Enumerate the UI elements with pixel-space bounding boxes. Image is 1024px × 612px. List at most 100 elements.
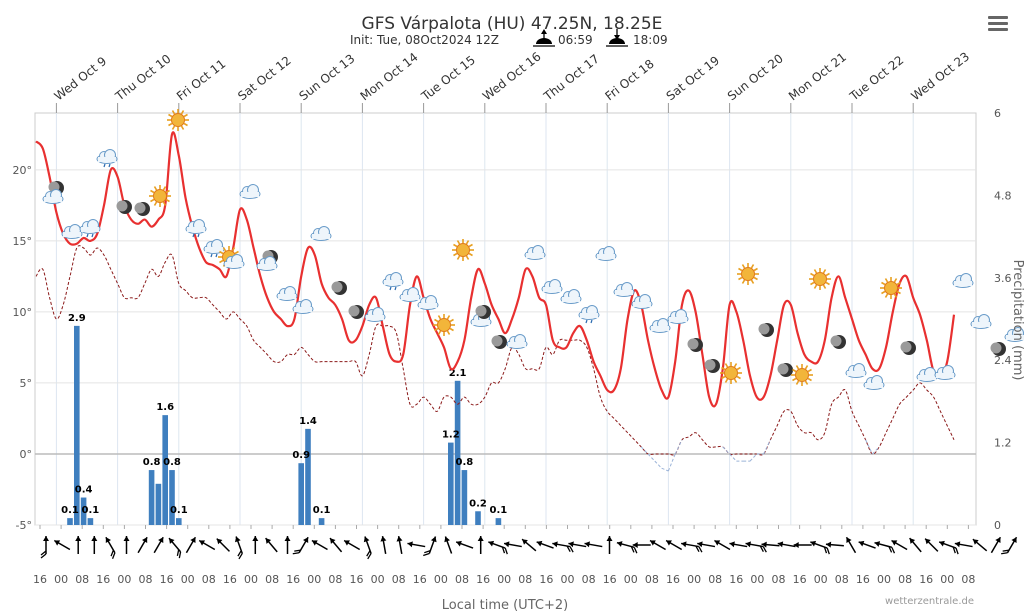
precip-bar-label: 0.8	[143, 457, 161, 468]
wind-arrow-icon	[777, 541, 796, 548]
cloud-icon	[649, 318, 671, 333]
precip-bar-label: 0.9	[292, 450, 310, 461]
day-labels: Wed Oct 9 Thu Oct 10 Fri Oct 11 Sat Oct 12 S…	[52, 49, 972, 104]
sun-icon	[809, 268, 831, 290]
x-tick-label: 16	[856, 573, 870, 586]
temp-tick-label: 15°	[13, 235, 33, 248]
sun-icon	[737, 263, 759, 285]
day-label: Thu Oct 17	[540, 52, 602, 104]
x-tick-label: 08	[518, 573, 532, 586]
day-label: Sat Oct 19	[664, 53, 723, 103]
x-tick-label: 08	[961, 573, 975, 586]
hamburger-menu-button[interactable]	[988, 16, 1008, 32]
day-label: Fri Oct 11	[174, 57, 228, 104]
wind-arrow-icon	[909, 537, 922, 553]
x-tick-label: 08	[139, 573, 153, 586]
precip-bar-label: 2.1	[449, 368, 467, 379]
x-tick-label: 08	[455, 573, 469, 586]
wind-arrow-icon	[185, 536, 197, 554]
wind-arrow-icon	[874, 541, 896, 554]
x-tick-label: 08	[835, 573, 849, 586]
sun-icon	[720, 362, 742, 384]
cloud-icon	[506, 334, 528, 349]
x-tick-label: 08	[75, 573, 89, 586]
cloud-icon	[417, 295, 439, 310]
wind-arrow-icon	[745, 541, 767, 553]
precip-bar-label: 2.9	[68, 313, 86, 324]
day-label: Tue Oct 15	[418, 53, 478, 104]
x-tick-label: 16	[33, 573, 47, 586]
precip-bar	[454, 380, 461, 525]
day-label: Fri Oct 18	[602, 57, 656, 104]
wind-arrow-icon	[552, 541, 574, 553]
wind-arrow-icon	[40, 536, 49, 559]
wind-arrow-icon	[53, 539, 71, 551]
wind-arrow-icon	[697, 541, 716, 548]
wind-arrow-icon	[329, 537, 343, 553]
wind-arrow-icon	[938, 540, 959, 555]
precip-tick-label: 2.4	[994, 354, 1012, 367]
x-tick-label: 00	[497, 573, 511, 586]
x-tick-label: 08	[708, 573, 722, 586]
wind-arrow-icon	[858, 540, 876, 549]
cloud-icon	[524, 245, 546, 260]
x-tick-label: 08	[772, 573, 786, 586]
x-tick-label: 16	[476, 573, 490, 586]
wind-arrow-icon	[292, 536, 309, 555]
wind-arrow-icon	[924, 538, 939, 552]
sunset-time: 18:09	[633, 33, 668, 47]
precip-bar-label: 0.1	[490, 505, 508, 516]
precip-bar	[80, 497, 87, 525]
day-label: Mon Oct 14	[358, 50, 421, 103]
wind-arrow-icon	[845, 536, 857, 554]
cloud-icon	[613, 282, 635, 297]
moon-icon	[900, 341, 916, 355]
day-label: Sun Oct 13	[296, 51, 357, 103]
wind-arrow-icon	[216, 538, 230, 552]
menu-bar-icon	[988, 28, 1008, 31]
day-label: Sun Oct 20	[725, 51, 786, 103]
sun-icon	[452, 239, 474, 261]
wind-arrow-icon	[423, 536, 437, 557]
x-tick-label: 08	[328, 573, 342, 586]
wind-arrow-icon	[729, 541, 748, 548]
x-tick-label: 08	[202, 573, 216, 586]
moon-icon	[134, 202, 150, 216]
x-tick-label: 00	[750, 573, 764, 586]
wind-arrow-icon	[793, 542, 812, 548]
precip-bar	[461, 470, 468, 525]
precip-bar-label: 1.2	[442, 430, 460, 441]
wind-arrow-icon	[75, 536, 82, 554]
wind-arrow-icon	[954, 541, 973, 548]
wind-arrow-icon	[761, 541, 780, 548]
cloud-icon	[952, 273, 974, 288]
temp-tick-label: 0°	[20, 448, 33, 461]
temp-tick-label: -5°	[16, 519, 32, 532]
wind-arrow-icon	[198, 539, 216, 551]
sun-icon	[149, 185, 171, 207]
x-tick-label: 00	[307, 573, 321, 586]
x-tick-label: 16	[413, 573, 427, 586]
precip-bar-label: 0.8	[163, 457, 181, 468]
wind-arrow-icon	[606, 536, 613, 554]
precip-bar	[169, 470, 175, 525]
rain-cloud-icon	[79, 219, 101, 238]
x-tick-label: 00	[181, 573, 195, 586]
sunrise-time: 06:59	[558, 33, 593, 47]
precip-bar-label: 0.1	[82, 505, 100, 516]
wind-arrow-icon	[105, 536, 116, 559]
moon-icon	[348, 305, 364, 319]
precip-bar-label: 0.8	[456, 457, 474, 468]
cloud-icon	[364, 307, 386, 322]
x-tick-label: 16	[666, 573, 680, 586]
wind-arrow-icon	[568, 541, 587, 548]
cloud-icon	[595, 246, 617, 261]
wind-arrow-icon	[91, 536, 98, 554]
cloud-icon	[845, 363, 867, 378]
init-line: Init: Tue, 08Oct2024 12Z 06:59 18:09	[350, 29, 668, 47]
wind-arrow-icon	[810, 540, 830, 555]
sun-icon	[167, 109, 189, 131]
precip-bar	[67, 518, 73, 525]
wind-arrows	[40, 536, 1018, 560]
day-label: Tue Oct 22	[846, 53, 906, 104]
